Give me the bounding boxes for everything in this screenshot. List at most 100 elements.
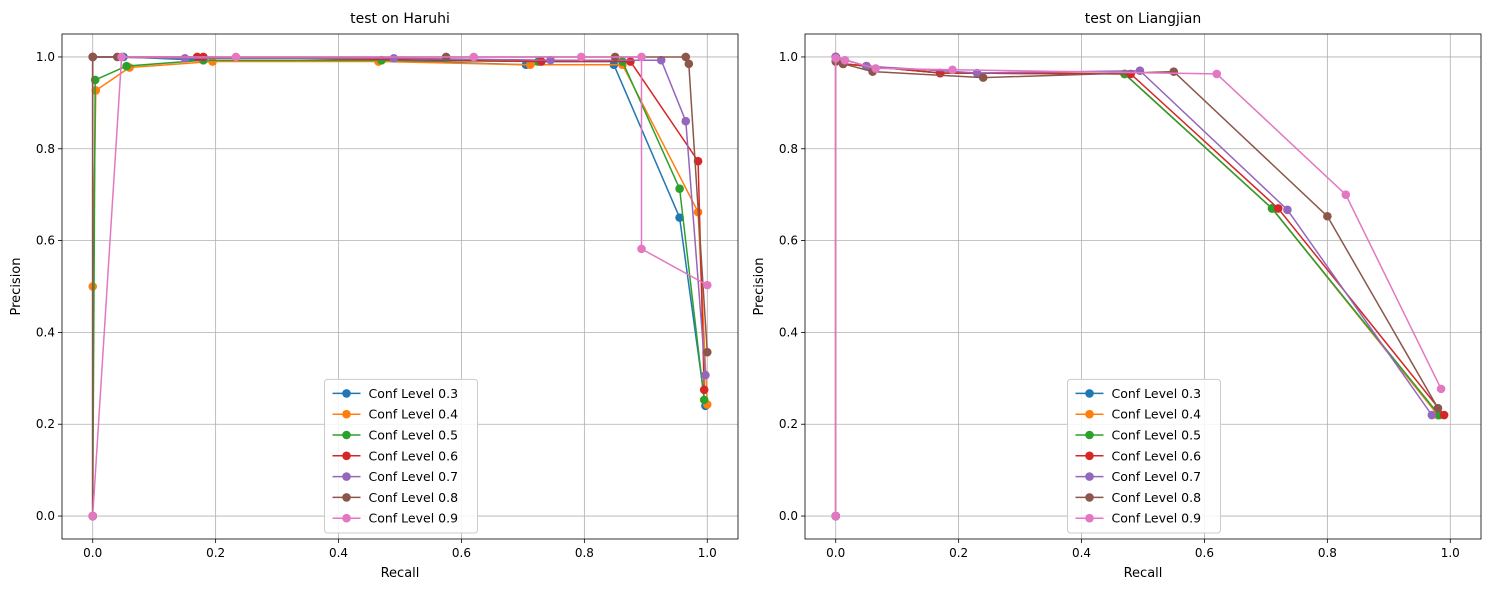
legend-label: Conf Level 0.8 (369, 490, 459, 505)
legend-label: Conf Level 0.6 (369, 448, 459, 463)
x-tick-label: 0.6 (1195, 546, 1214, 560)
x-tick-label: 0.4 (329, 546, 348, 560)
x-tick-label: 0.0 (83, 546, 102, 560)
data-point (978, 73, 988, 82)
y-tick-label: 0.0 (779, 509, 798, 523)
legend-label: Conf Level 0.8 (1112, 490, 1202, 505)
legend-box (324, 378, 478, 534)
data-point (702, 280, 712, 290)
series-line (91, 56, 708, 517)
legend-item: Conf Level 0.3 (332, 386, 459, 401)
y-tick-label: 0.8 (36, 142, 55, 156)
legend-item: Conf Level 0.9 (332, 511, 459, 526)
legend-label: Conf Level 0.5 (1112, 428, 1202, 443)
legend-item: Conf Level 0.8 (332, 490, 459, 505)
data-point (1267, 204, 1277, 213)
data-point (389, 54, 399, 63)
legend-swatch-marker (342, 389, 351, 398)
legend-swatch-marker (342, 513, 351, 523)
legend-swatch-marker (342, 430, 351, 440)
legend-swatch-marker (1085, 389, 1094, 398)
legend-swatch-marker (342, 451, 351, 461)
y-tick-label: 0.6 (36, 234, 55, 248)
y-tick-label: 0.8 (779, 142, 798, 156)
data-point (1427, 410, 1437, 420)
data-point (546, 55, 555, 65)
x-tick-label: 0.0 (826, 546, 845, 560)
x-tick-label: 0.8 (575, 546, 594, 560)
data-point (637, 244, 646, 254)
legend-label: Conf Level 0.3 (369, 386, 459, 401)
axes-frame (61, 33, 739, 540)
data-point (675, 213, 684, 222)
chart-title: test on Liangjian (1085, 11, 1201, 27)
data-point (525, 60, 535, 70)
data-point (871, 64, 880, 73)
legend-item: Conf Level 0.5 (332, 428, 459, 443)
legend-item: Conf Level 0.5 (1075, 428, 1202, 443)
data-point (1283, 205, 1292, 215)
data-point (675, 184, 684, 194)
y-tick-label: 0.4 (36, 325, 55, 339)
data-point (117, 52, 126, 62)
y-tick-label: 1.0 (779, 50, 798, 64)
x-tick-label: 0.6 (452, 546, 471, 560)
data-point (1135, 66, 1145, 76)
x-tick-label: 0.8 (1318, 546, 1337, 560)
y-tick-label: 0.4 (779, 325, 798, 339)
legend-item: Conf Level 0.4 (332, 407, 459, 422)
data-point (681, 52, 691, 62)
data-point (626, 57, 635, 66)
axes-frame (804, 33, 1482, 540)
data-point (948, 65, 957, 75)
x-tick-label: 0.2 (949, 546, 968, 560)
y-tick-label: 1.0 (36, 50, 55, 64)
legend-item: Conf Level 0.3 (1075, 386, 1201, 401)
x-tick-label: 1.0 (1441, 546, 1460, 560)
x-tick-label: 0.2 (206, 546, 225, 560)
legend-item: Conf Level 0.6 (1075, 448, 1201, 463)
chart-title: test on Haruhi (350, 11, 450, 27)
legend-label: Conf Level 0.7 (1112, 469, 1202, 484)
data-point (1439, 410, 1449, 420)
legend-swatch-marker (1085, 472, 1094, 481)
data-point (469, 52, 479, 62)
data-point (681, 116, 691, 126)
data-point (88, 52, 98, 62)
data-point (656, 55, 666, 65)
y-tick-label: 0.6 (779, 234, 798, 248)
data-point (231, 52, 241, 62)
y-axis-label: Precision (9, 257, 24, 315)
data-point (122, 61, 131, 71)
data-point (576, 52, 586, 62)
legend-box (1067, 378, 1221, 534)
legend-swatch-marker (1085, 430, 1094, 440)
data-point (1273, 204, 1283, 213)
data-point (537, 57, 546, 66)
legend-label: Conf Level 0.5 (369, 428, 459, 443)
legend-label: Conf Level 0.9 (369, 511, 459, 526)
data-point (1169, 67, 1179, 76)
data-point (701, 370, 710, 380)
data-point (88, 511, 98, 521)
data-point (1212, 69, 1222, 79)
legend: Conf Level 0.3 Conf Level 0.4 Conf Level 0… (1067, 378, 1221, 534)
legend-swatch-marker (1085, 451, 1094, 461)
y-axis-label: Precision (752, 257, 767, 315)
data-point (702, 347, 712, 357)
legend-item: Conf Level 0.6 (332, 448, 459, 463)
legend-swatch-marker (1085, 513, 1094, 523)
x-axis-label: Recall (381, 566, 420, 581)
chart-panel-liangjian: test on Liangjian Recall Precision 0.0 0.… (752, 11, 1482, 581)
legend-label: Conf Level 0.4 (369, 407, 459, 422)
data-point (840, 55, 850, 65)
data-point (1323, 211, 1332, 221)
data-point (699, 395, 709, 405)
legend-item: Conf Level 0.7 (1075, 469, 1202, 484)
legend-item: Conf Level 0.4 (1075, 407, 1201, 422)
legend-swatch-marker (1085, 493, 1094, 502)
grid (62, 34, 738, 539)
legend-swatch-marker (342, 493, 351, 502)
data-point (831, 511, 841, 521)
